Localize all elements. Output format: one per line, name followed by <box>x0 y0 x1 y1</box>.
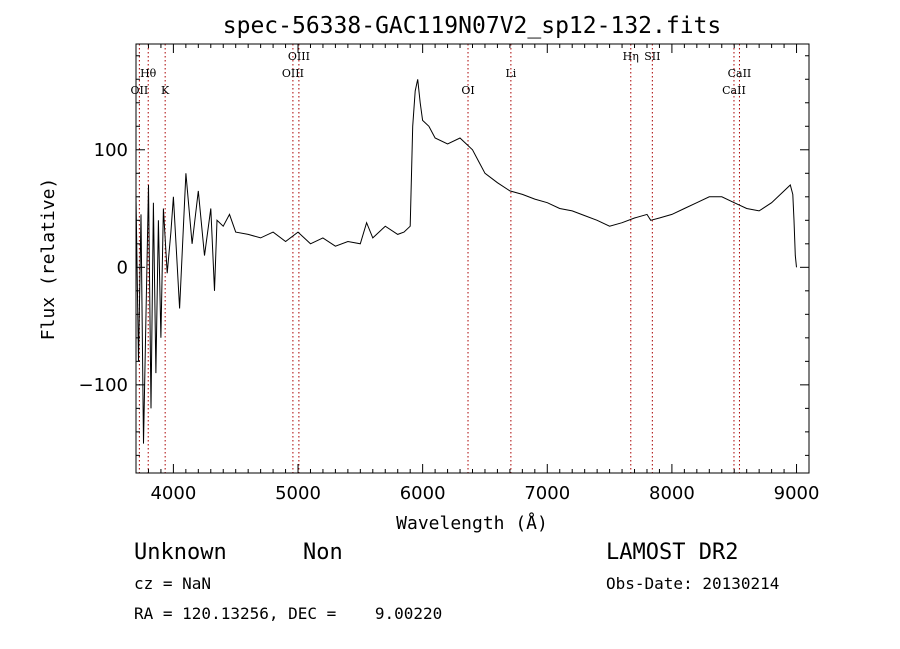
x-tick-label-4: 8000 <box>649 483 695 504</box>
plot-frame <box>135 43 810 474</box>
ref-line-label-1: OII <box>131 84 149 97</box>
ref-line-label-4: OIII <box>288 50 310 63</box>
y-axis-ticks: −100 0 100 <box>79 55 809 456</box>
x-tick-label-3: 7000 <box>524 483 570 504</box>
y-tick-label-0: −100 <box>79 375 128 396</box>
survey-name: LAMOST DR2 <box>606 540 738 565</box>
ref-line-label-9: CaII <box>728 67 752 80</box>
ref-line-label-0: Hθ <box>140 67 157 80</box>
reference-line-labels: Hθ OII K OIII OIII OI Li Hη SII CaII CaII <box>131 50 752 97</box>
y-axis-label: Flux (relative) <box>38 178 59 341</box>
y-tick-label-1: 0 <box>117 257 128 278</box>
ref-line-label-10: CaII <box>722 84 746 97</box>
x-tick-label-1: 5000 <box>275 483 321 504</box>
x-axis-ticks: 4000 5000 6000 7000 8000 9000 <box>147 44 820 504</box>
x-tick-label-5: 9000 <box>774 483 820 504</box>
x-tick-label-2: 6000 <box>400 483 446 504</box>
y-tick-label-2: 100 <box>94 140 128 161</box>
ra-dec: RA = 120.13256, DEC = 9.00220 <box>134 604 442 623</box>
redshift-cz: cz = NaN <box>134 574 211 593</box>
object-subclass: Non <box>303 540 343 565</box>
ref-line-label-6: Li <box>505 67 516 80</box>
x-axis-label: Wavelength (Å) <box>396 512 548 534</box>
reference-lines <box>138 44 740 473</box>
ref-line-label-3: OIII <box>282 67 304 80</box>
x-tick-label-0: 4000 <box>150 483 196 504</box>
observation-date: Obs-Date: 20130214 <box>606 574 779 593</box>
ref-line-label-8: SII <box>644 50 660 63</box>
flux-series-line <box>135 79 797 444</box>
ref-line-label-7: Hη <box>623 50 639 63</box>
chart-title: spec-56338-GAC119N07V2_sp12-132.fits <box>223 13 722 39</box>
object-class: Unknown <box>134 540 227 565</box>
ref-line-label-5: OI <box>461 84 474 97</box>
ref-line-label-2: K <box>161 84 170 97</box>
